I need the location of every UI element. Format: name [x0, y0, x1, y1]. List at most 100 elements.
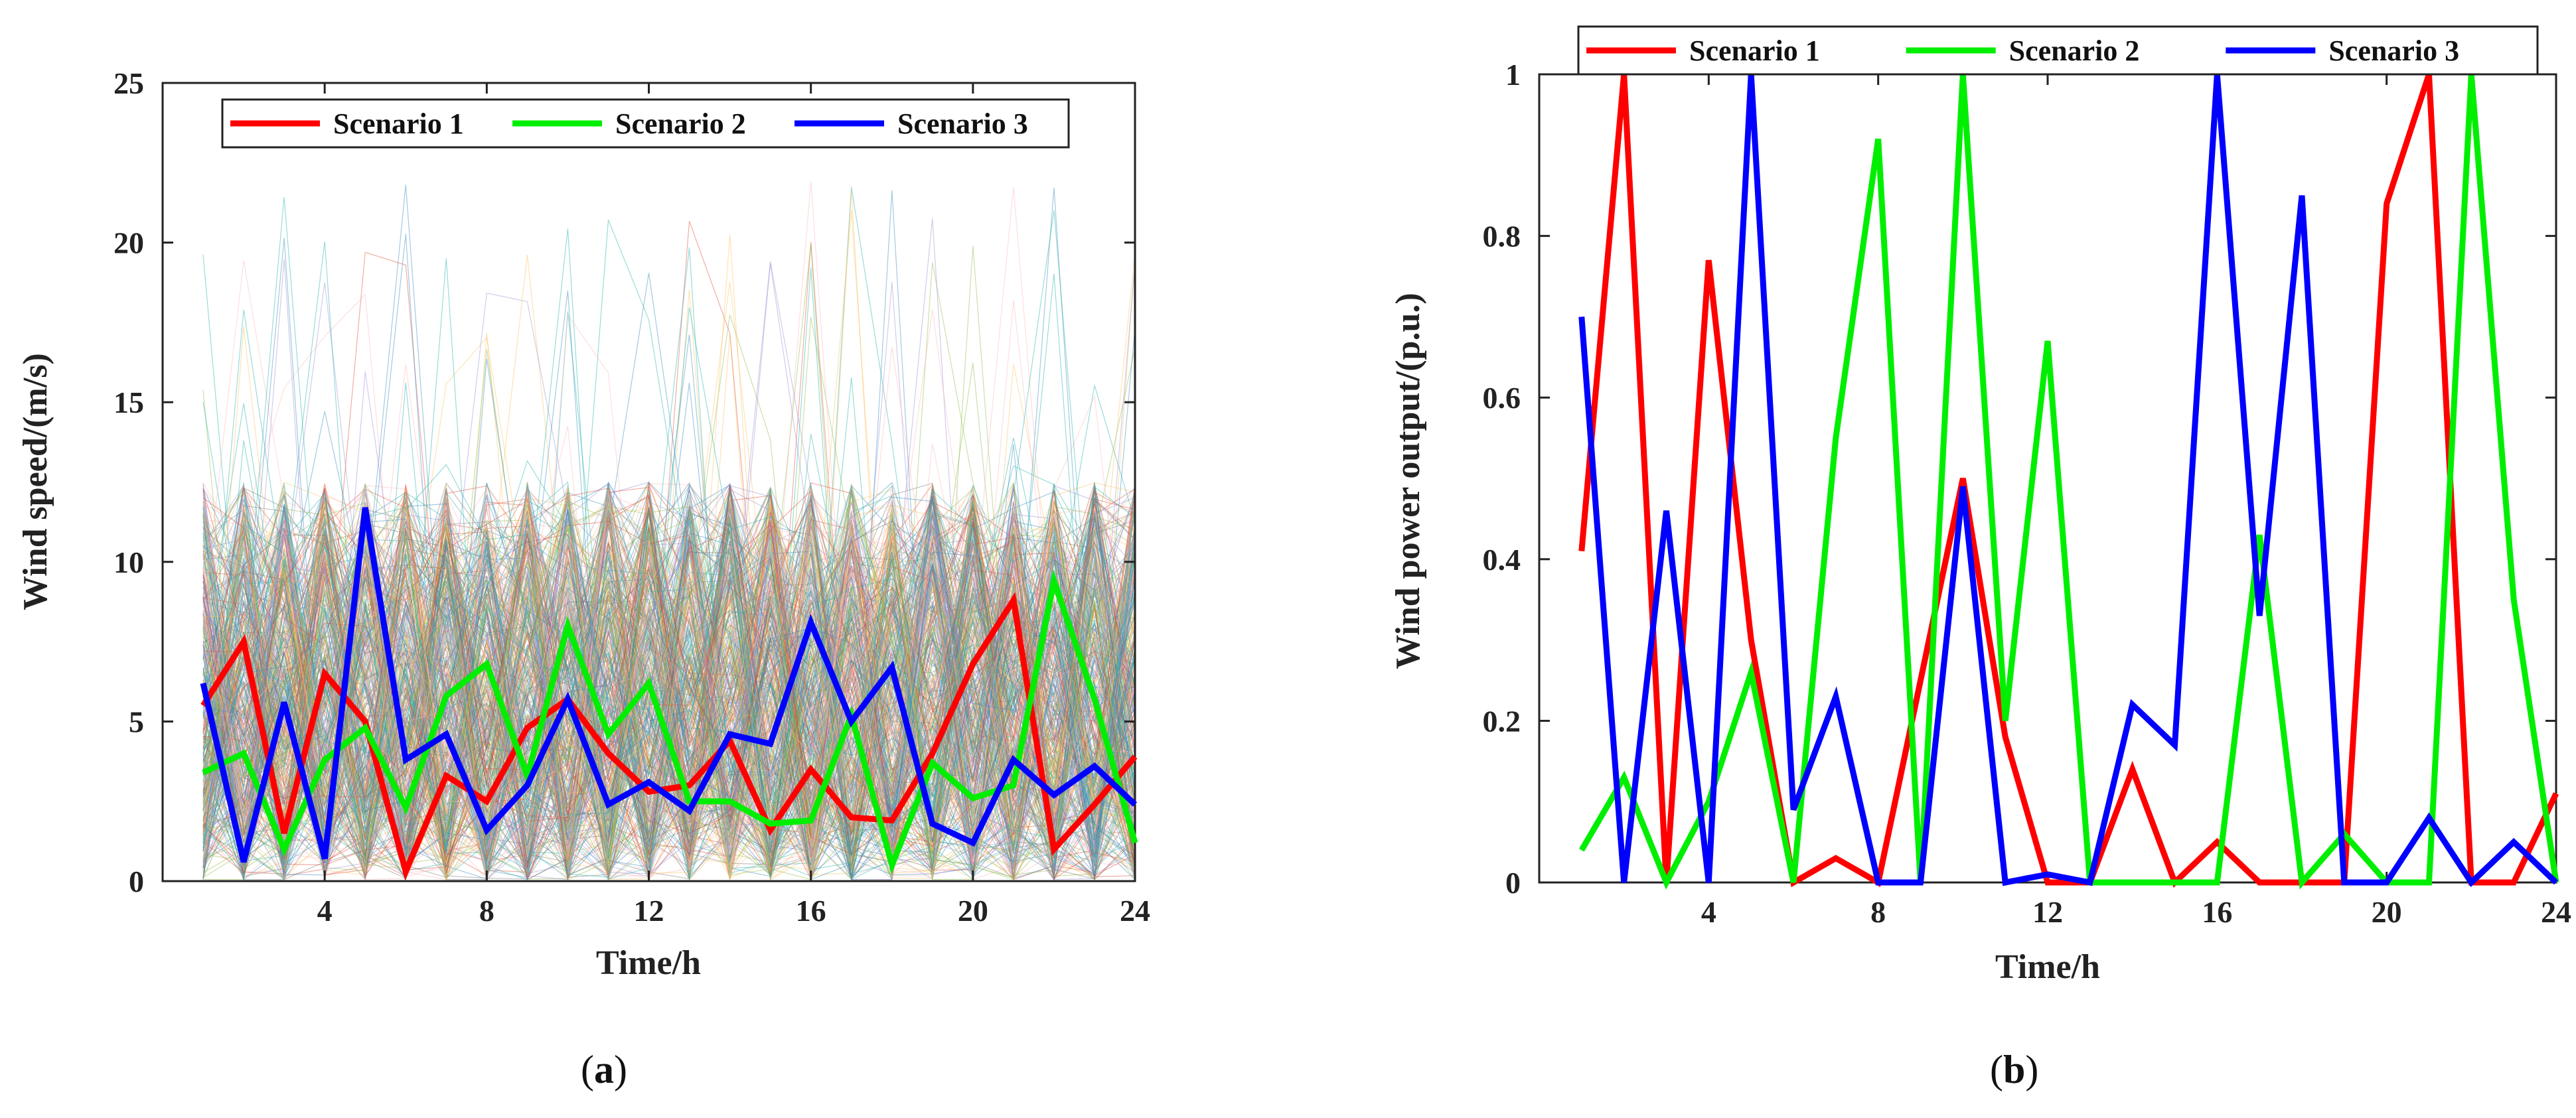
background-scenario-line [202, 493, 1136, 864]
background-scenario-line [202, 496, 1136, 874]
x-axis-label: Time/h [596, 944, 701, 982]
background-scenario-line [202, 491, 1136, 866]
background-scenario-line [202, 521, 1136, 863]
panel-label-b: (b) [1990, 1048, 2038, 1091]
series-line-scenario-2 [1578, 74, 2559, 890]
background-scenario-line [202, 482, 1136, 878]
background-scenario-line [202, 260, 1136, 874]
background-scenario-line [202, 259, 1136, 878]
x-axis-label: Time/h [1995, 948, 2100, 986]
background-scenario-line [202, 494, 1136, 871]
background-scenario-line [202, 495, 1136, 877]
background-scenario-line [202, 251, 1136, 875]
legend-label-scenario-1: Scenario 1 [1689, 35, 1820, 67]
background-scenario-line [202, 494, 1136, 867]
background-scenario-line [202, 508, 1136, 851]
background-scenario-line [202, 524, 1136, 881]
background-scenario-line [202, 494, 1136, 880]
background-scenario-line [202, 511, 1136, 872]
background-scenario-line [202, 348, 1136, 872]
background-scenario-line [202, 487, 1136, 879]
background-scenario-line [202, 512, 1136, 878]
background-scenario-line [202, 508, 1136, 879]
background-scenario-line [202, 506, 1136, 880]
background-scenario-line [202, 484, 1136, 874]
background-scenario-line [202, 487, 1136, 873]
background-scenario-line [202, 510, 1136, 869]
background-scenario-line [202, 483, 1136, 876]
background-scenario-line [202, 525, 1136, 871]
background-scenario-line [202, 491, 1136, 880]
series-lines [1578, 73, 2559, 890]
background-scenario-line [202, 567, 1136, 856]
background-scenario-line [202, 525, 1136, 873]
x-tick-label: 24 [1120, 894, 1150, 928]
background-scenario-line [202, 501, 1136, 880]
background-scenario-line [202, 485, 1136, 879]
background-scenario-line [202, 564, 1136, 874]
background-scenario-line [202, 493, 1136, 879]
background-scenario-line [202, 495, 1136, 876]
background-scenario-line [202, 499, 1136, 880]
background-scenario-line [202, 500, 1136, 878]
background-scenario-line [202, 503, 1136, 867]
background-scenario-line [202, 490, 1136, 881]
legend: Scenario 1 Scenario 2 Scenario 3 [221, 98, 1070, 149]
background-scenario-line [202, 510, 1136, 878]
series-line-scenario-3 [200, 507, 1138, 863]
background-scenario-line [202, 488, 1136, 857]
background-scenario-line [202, 508, 1136, 878]
y-tick-label: 0.2 [1483, 704, 1521, 738]
background-scenario-line [202, 491, 1136, 880]
background-scenario-line [202, 520, 1136, 880]
background-scenario-line [202, 486, 1136, 874]
background-scenario-line [202, 500, 1136, 876]
background-scenario-line [202, 484, 1136, 878]
background-scenario-line [202, 505, 1136, 876]
background-scenario-line [202, 262, 1136, 852]
background-scenario-line [202, 543, 1136, 881]
background-scenario-line [202, 480, 1136, 880]
background-scenario-line [202, 499, 1136, 880]
background-scenario-line [202, 500, 1136, 881]
background-scenario-line [202, 492, 1136, 880]
background-scenario-line [202, 487, 1136, 873]
background-scenario-line [202, 506, 1136, 878]
background-scenario-line [202, 502, 1136, 880]
background-scenario-line [202, 482, 1136, 874]
background-scenario-line [202, 484, 1136, 878]
background-scenario-line [202, 484, 1136, 875]
background-scenario-line [202, 485, 1136, 861]
panel-letter-b: b [2003, 1048, 2025, 1091]
background-scenario-line [202, 518, 1136, 867]
background-scenario-line [202, 537, 1136, 866]
background-scenario-line [202, 494, 1136, 877]
background-scenario-line [202, 569, 1136, 860]
axes: 4 8 12 16 20 24 0 0.2 0.4 0.6 0.8 1 [1483, 58, 2572, 929]
background-scenario-line [202, 484, 1136, 876]
background-scenario-line [202, 482, 1136, 879]
background-scenario-line [202, 488, 1136, 876]
background-scenario-line [202, 490, 1136, 880]
background-scenario-line [202, 504, 1136, 881]
y-tick-label: 25 [114, 66, 144, 100]
background-scenario-line [202, 512, 1136, 881]
background-scenario-line [202, 516, 1136, 869]
background-scenario-line [202, 486, 1136, 875]
series-line-scenario-3 [1578, 74, 2559, 887]
background-scenario-line [202, 492, 1136, 873]
background-scenario-line [202, 520, 1136, 859]
background-scenario-line [202, 541, 1136, 879]
background-scenario-line [202, 482, 1136, 867]
x-tick-label: 12 [634, 894, 664, 928]
background-scenario-line [202, 557, 1136, 880]
background-scenario-line [202, 210, 1136, 880]
background-scenario-line [202, 482, 1136, 866]
background-scenario-line [202, 528, 1136, 855]
background-scenario-line [202, 507, 1136, 880]
background-scenario-line [202, 491, 1136, 880]
background-scenario-line [202, 494, 1136, 878]
background-scenario-line [202, 493, 1136, 881]
background-scenario-line [202, 485, 1136, 872]
